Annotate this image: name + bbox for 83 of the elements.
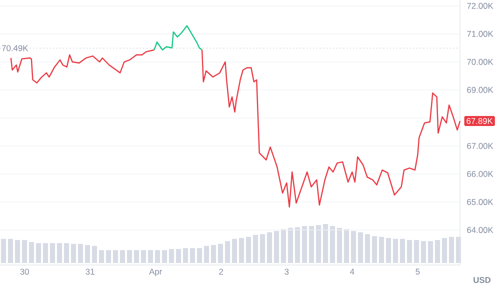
y-tick-label: 64.00K <box>467 227 494 233</box>
bar <box>211 245 216 263</box>
bar <box>204 246 209 263</box>
bar <box>99 250 104 263</box>
bar <box>127 250 132 263</box>
bar <box>316 225 321 263</box>
x-tick-label: 31 <box>86 268 94 275</box>
bar <box>421 241 426 263</box>
x-tick-label: 4 <box>350 268 354 274</box>
y-tick-label: 70.00K <box>467 58 494 65</box>
bar <box>302 226 307 263</box>
bar <box>379 236 384 263</box>
bar <box>225 241 230 263</box>
bar <box>393 238 398 263</box>
bar <box>57 243 62 263</box>
bar <box>197 248 202 263</box>
bar <box>267 232 272 263</box>
x-tick-label: 30 <box>20 268 29 275</box>
bar <box>372 236 377 263</box>
bar <box>15 240 20 263</box>
bar <box>1 238 6 263</box>
bar <box>288 228 293 263</box>
bar <box>280 229 286 263</box>
y-tick-label: 72.00K <box>467 2 494 9</box>
bar <box>400 238 405 263</box>
bar <box>435 240 440 263</box>
bar <box>120 250 125 263</box>
bar <box>43 243 48 263</box>
bar <box>113 250 118 263</box>
bar <box>148 250 153 263</box>
bar <box>155 250 160 263</box>
x-tick-label: 5 <box>416 268 420 275</box>
bar <box>449 236 454 263</box>
y-tick-label: 71.00K <box>467 30 494 37</box>
bar <box>162 250 167 263</box>
bar <box>85 245 90 263</box>
x-tick-label: 2 <box>219 268 224 275</box>
bar <box>29 242 34 263</box>
bar <box>64 243 70 263</box>
bar <box>141 250 146 263</box>
bar <box>246 236 251 263</box>
bar <box>232 238 237 263</box>
y-tick-label: 69.00K <box>467 86 494 93</box>
bar <box>336 228 342 263</box>
y-tick-label: 66.00K <box>467 170 494 177</box>
bar <box>253 234 258 263</box>
bar <box>134 250 139 263</box>
bar <box>274 231 279 263</box>
bar <box>414 240 419 263</box>
bar <box>308 226 314 263</box>
bar <box>386 238 391 263</box>
x-tick-label: 3 <box>284 268 289 275</box>
ref-line-label: 70.49K <box>2 45 28 52</box>
bar <box>344 229 349 263</box>
y-tick-label: 65.00K <box>467 198 494 205</box>
bar <box>218 244 223 263</box>
annotation: 67.89K <box>466 118 493 124</box>
bar <box>442 238 447 263</box>
bar <box>8 238 14 263</box>
bar <box>183 248 188 263</box>
y-axis-title: USD <box>474 277 491 283</box>
bar <box>92 246 97 263</box>
bar <box>358 232 363 263</box>
bar <box>22 240 28 263</box>
bar <box>106 250 111 263</box>
bar <box>330 226 335 263</box>
bar <box>428 241 433 263</box>
bar <box>169 248 174 263</box>
bar <box>294 227 300 263</box>
bar <box>322 224 328 263</box>
bar <box>351 231 356 263</box>
bar <box>260 234 265 263</box>
bar <box>36 243 42 263</box>
bar <box>365 234 370 263</box>
bar <box>239 238 244 263</box>
bar <box>71 244 76 263</box>
bar <box>176 248 181 263</box>
x-tick-label: Apr <box>149 268 162 276</box>
bar <box>78 244 83 263</box>
bar <box>190 248 195 263</box>
bar <box>407 240 412 263</box>
bar <box>50 243 56 263</box>
y-tick-label: 67.00K <box>467 142 494 149</box>
